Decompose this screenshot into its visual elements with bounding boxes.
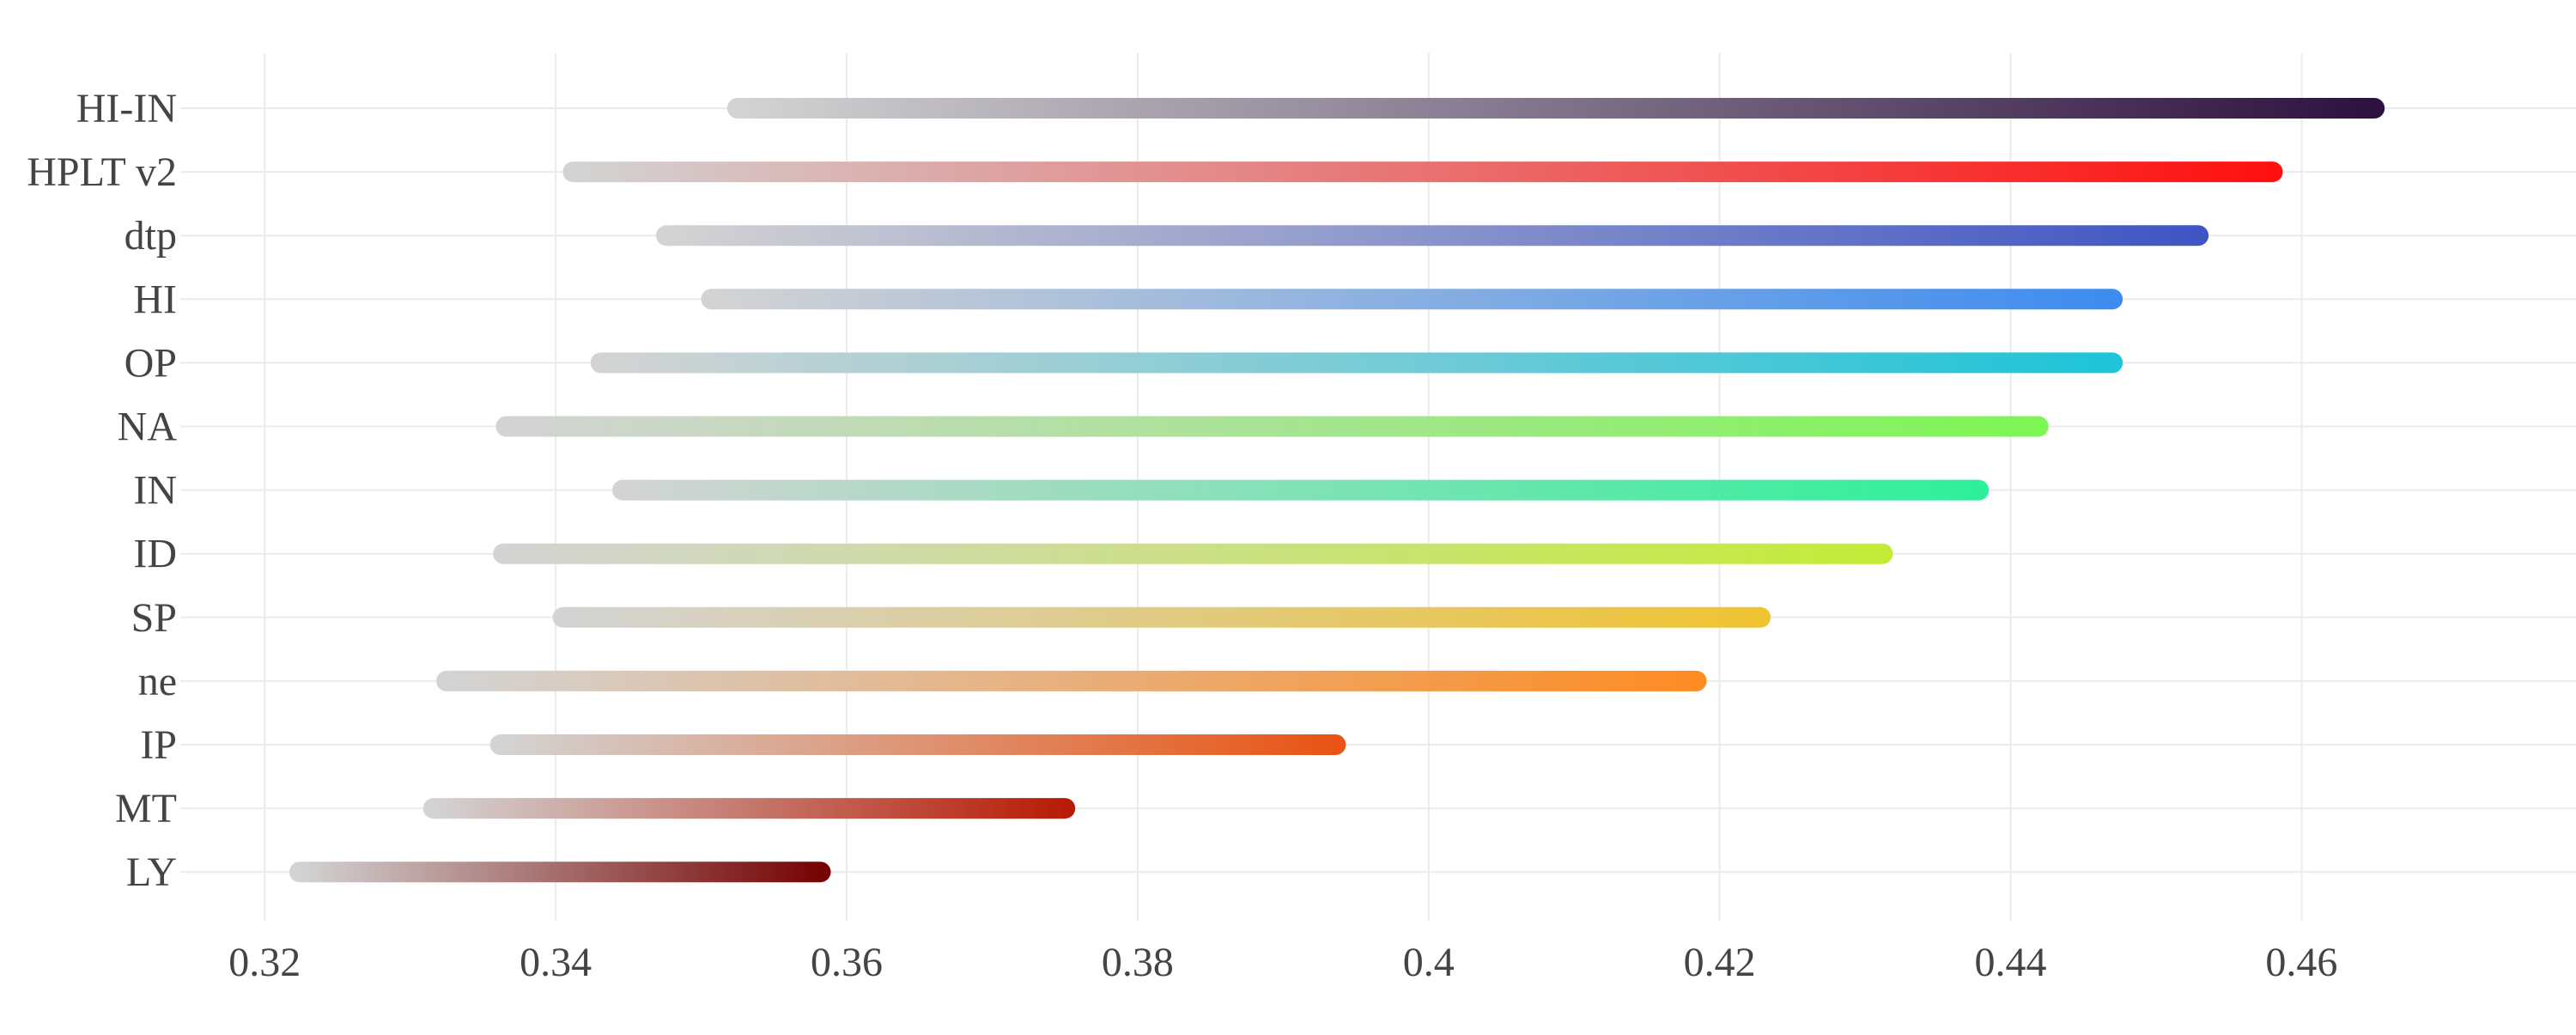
- category-label: SP: [131, 595, 177, 641]
- x-tick-label: 0.4: [1403, 940, 1455, 985]
- x-tick-label: 0.46: [2265, 940, 2337, 985]
- x-tick-label: 0.42: [1684, 940, 1756, 985]
- x-tick-label: 0.36: [811, 940, 883, 985]
- category-label: ID: [133, 532, 177, 577]
- y-axis-labels: HI-IN HPLT v2 dtp HI OP NA IN ID SP ne IP MT LY: [27, 86, 177, 895]
- category-label: ne: [138, 659, 177, 704]
- x-tick-label: 0.44: [1975, 940, 2047, 985]
- x-tick-label: 0.34: [519, 940, 592, 985]
- category-label: HI: [133, 277, 177, 322]
- category-label: HPLT v2: [27, 149, 177, 195]
- x-tick-label: 0.32: [228, 940, 301, 985]
- category-label: IN: [133, 468, 177, 514]
- category-label: dtp: [125, 213, 177, 259]
- category-label: LY: [126, 849, 177, 895]
- category-label: MT: [115, 786, 177, 831]
- bars: [289, 98, 2385, 883]
- x-axis-tick-labels: 0.32 0.34 0.36 0.38 0.4 0.42 0.44 0.46: [228, 940, 2337, 985]
- category-label: HI-IN: [76, 86, 177, 131]
- category-label: NA: [118, 405, 178, 450]
- x-tick-label: 0.38: [1102, 940, 1174, 985]
- category-label: IP: [140, 722, 177, 768]
- category-label: OP: [125, 340, 177, 386]
